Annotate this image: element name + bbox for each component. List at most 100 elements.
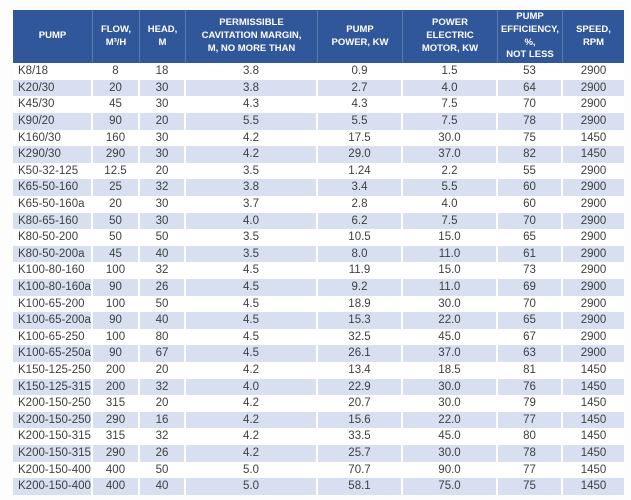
cell-flow: 100: [93, 328, 140, 346]
table-row: K100-80-160 100 32 4.5 11.9 15.0 73 2900: [13, 262, 624, 279]
cell-efficiency: 75: [498, 478, 563, 495]
cell-efficiency: 60: [498, 196, 563, 213]
table-row: K65-50-160 25 32 3.8 3.4 5.5 60 2900: [13, 179, 624, 196]
cell-flow: 45: [93, 245, 140, 263]
column-header-head: HEAD, M: [140, 10, 186, 64]
cell-speed: 2900: [563, 162, 624, 180]
cell-head: 32: [140, 179, 186, 196]
cell-speed: 2900: [563, 196, 624, 213]
cell-power: 8.0: [318, 245, 403, 263]
cell-head: 67: [140, 345, 186, 362]
cell-efficiency: 67: [498, 328, 563, 346]
cell-motor: 4.0: [403, 79, 498, 97]
cell-head: 16: [140, 411, 186, 429]
cell-speed: 1450: [563, 428, 624, 445]
cell-power: 32.5: [318, 328, 403, 346]
table-row: K200-150-315a 290 26 4.2 25.7 30.0 78 1450: [13, 444, 624, 462]
cell-efficiency: 78: [498, 113, 563, 130]
cell-speed: 1450: [563, 444, 624, 462]
table-row: K200-150-315 315 32 4.2 33.5 45.0 80 1450: [13, 428, 624, 445]
cell-flow: 400: [93, 461, 140, 479]
cell-efficiency: 70: [498, 96, 563, 114]
cell-power: 33.5: [318, 428, 403, 445]
table-row: K100-65-200a 90 40 4.5 15.3 22.0 65 2900: [13, 312, 624, 329]
cell-power: 26.1: [318, 345, 403, 362]
cell-pump: K100-65-200: [13, 295, 93, 313]
cell-speed: 2900: [563, 345, 624, 362]
cell-motor: 15.0: [403, 229, 498, 246]
cell-head: 30: [140, 146, 186, 163]
cell-power: 2.7: [318, 79, 403, 97]
cell-cavitation: 4.5: [186, 262, 318, 279]
cell-power: 6.2: [318, 212, 403, 230]
cell-head: 32: [140, 428, 186, 445]
cell-flow: 90: [93, 278, 140, 296]
table-body: K8/18 8 18 3.8 0.9 1.5 53 2900 K20/30 20 30 3.8 2.7 4…: [13, 63, 624, 495]
cell-flow: 100: [93, 295, 140, 313]
cell-flow: 90: [93, 345, 140, 362]
cell-cavitation: 5.5: [186, 113, 318, 130]
cell-efficiency: 65: [498, 229, 563, 246]
cell-head: 32: [140, 378, 186, 396]
table-row: K200-150-250 315 20 4.2 20.7 30.0 79 1450: [13, 395, 624, 412]
cell-power: 4.3: [318, 96, 403, 114]
cell-cavitation: 5.0: [186, 461, 318, 479]
cell-cavitation: 4.2: [186, 428, 318, 445]
cell-power: 9.2: [318, 278, 403, 296]
cell-cavitation: 4.0: [186, 212, 318, 230]
cell-power: 13.4: [318, 361, 403, 379]
cell-motor: 7.5: [403, 113, 498, 130]
cell-flow: 90: [93, 113, 140, 130]
cell-flow: 20: [93, 79, 140, 97]
cell-flow: 100: [93, 262, 140, 279]
cell-cavitation: 4.3: [186, 96, 318, 114]
cell-head: 40: [140, 312, 186, 329]
cell-pump: K200-150-315a: [13, 444, 93, 462]
cell-speed: 1450: [563, 478, 624, 495]
cell-pump: K100-65-250a: [13, 345, 93, 362]
cell-pump: K80-50-200: [13, 229, 93, 246]
cell-power: 58.1: [318, 478, 403, 495]
cell-cavitation: 4.2: [186, 361, 318, 379]
cell-head: 20: [140, 113, 186, 130]
cell-pump: K80-50-200a: [13, 245, 93, 263]
cell-power: 29.0: [318, 146, 403, 163]
cell-pump: K100-80-160: [13, 262, 93, 279]
cell-pump: K90/20: [13, 113, 93, 130]
cell-cavitation: 4.2: [186, 395, 318, 412]
cell-head: 32: [140, 262, 186, 279]
cell-motor: 30.0: [403, 378, 498, 396]
cell-pump: K80-65-160: [13, 212, 93, 230]
cell-efficiency: 77: [498, 411, 563, 429]
cell-flow: 90: [93, 312, 140, 329]
cell-flow: 290: [93, 146, 140, 163]
column-header-speed: SPEED, RPM: [563, 10, 624, 64]
cell-head: 30: [140, 129, 186, 147]
table-row: K150-125-315 200 32 4.0 22.9 30.0 76 1450: [13, 378, 624, 396]
cell-speed: 2900: [563, 212, 624, 230]
table-row: K45/30 45 30 4.3 4.3 7.5 70 2900: [13, 96, 624, 114]
cell-cavitation: 3.8: [186, 179, 318, 196]
cell-motor: 15.0: [403, 262, 498, 279]
cell-head: 40: [140, 478, 186, 495]
cell-cavitation: 3.8: [186, 79, 318, 97]
cell-motor: 30.0: [403, 129, 498, 147]
cell-flow: 315: [93, 428, 140, 445]
cell-cavitation: 4.0: [186, 378, 318, 396]
cell-motor: 7.5: [403, 212, 498, 230]
cell-power: 3.4: [318, 179, 403, 196]
cell-speed: 2900: [563, 79, 624, 97]
table-row: K80-50-200 50 50 3.5 10.5 15.0 65 2900: [13, 229, 624, 246]
cell-power: 15.3: [318, 312, 403, 329]
cell-cavitation: 4.2: [186, 444, 318, 462]
cell-efficiency: 65: [498, 312, 563, 329]
cell-efficiency: 77: [498, 461, 563, 479]
cell-motor: 30.0: [403, 395, 498, 412]
cell-speed: 2900: [563, 295, 624, 313]
table-row: K290/30 290 30 4.2 29.0 37.0 82 1450: [13, 146, 624, 163]
cell-efficiency: 53: [498, 63, 563, 80]
table-row: K50-32-125 12.5 20 3.5 1.24 2.2 55 2900: [13, 162, 624, 180]
cell-power: 25.7: [318, 444, 403, 462]
cell-speed: 1450: [563, 146, 624, 163]
